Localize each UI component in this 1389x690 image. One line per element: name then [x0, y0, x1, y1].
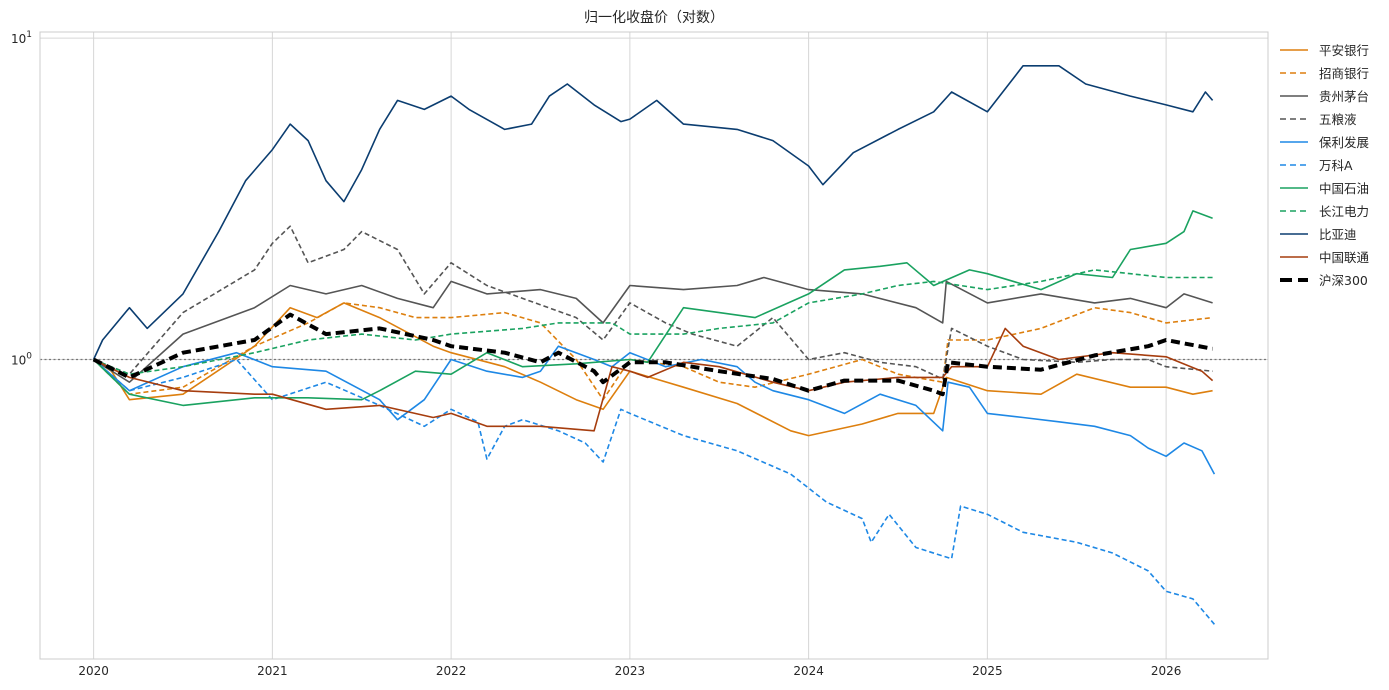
x-tick-label: 2021: [257, 664, 288, 678]
legend-label: 招商银行: [1319, 66, 1369, 81]
legend-label: 贵州茅台: [1319, 89, 1369, 104]
legend-label: 中国联通: [1319, 250, 1370, 265]
x-tick-label: 2022: [436, 664, 467, 678]
y-tick-exponent: 1: [26, 30, 32, 40]
legend-label: 沪深300: [1319, 273, 1368, 288]
series-line-贵州茅台: [93, 276, 1213, 383]
legend-label: 万科A: [1319, 158, 1353, 173]
legend-label: 长江电力: [1319, 204, 1369, 219]
series-line-比亚迪: [92, 65, 1214, 360]
plot-frame: [39, 31, 1269, 660]
x-tick-label: 2024: [793, 664, 824, 678]
y-tick-label: 100: [11, 352, 32, 368]
x-axis: 2020 2021 2022 2023 2024 2025 2026: [78, 664, 1181, 678]
series-line-长江电力: [93, 269, 1213, 375]
y-tick-base: 10: [11, 354, 26, 368]
series-line-平安银行: [93, 302, 1213, 437]
series-line-中国联通: [93, 327, 1214, 432]
series-line-中国石油: [93, 210, 1213, 407]
series-line-保利发展: [93, 345, 1216, 475]
y-tick-label: 101: [11, 30, 32, 46]
legend-label: 中国石油: [1319, 181, 1369, 196]
y-tick-exponent: 0: [26, 352, 32, 362]
legend-label: 比亚迪: [1319, 227, 1357, 242]
series-line-沪深300: [92, 312, 1213, 397]
legend-label: 保利发展: [1319, 135, 1369, 150]
y-tick-base: 10: [11, 32, 26, 46]
series-line-五粮液: [93, 225, 1213, 380]
legend-label: 五粮液: [1319, 112, 1357, 127]
plot-area: [92, 65, 1216, 625]
x-tick-label: 2020: [78, 664, 109, 678]
x-tick-label: 2025: [972, 664, 1003, 678]
legend-label: 平安银行: [1319, 43, 1369, 58]
x-tick-label: 2026: [1151, 664, 1182, 678]
series-line-万科A: [93, 358, 1216, 625]
chart-title: 归一化收盘价（对数）: [584, 9, 724, 26]
x-tick-label: 2023: [615, 664, 646, 678]
